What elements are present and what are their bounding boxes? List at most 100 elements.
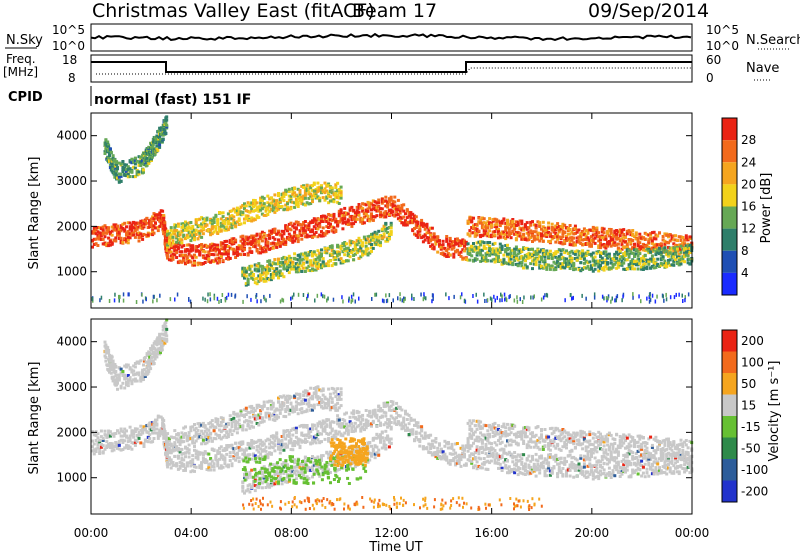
- power-echo-cell: [268, 247, 272, 251]
- power-echo-cell: [334, 195, 338, 199]
- power-echo-cell: [187, 243, 191, 247]
- power-echo-cell: [500, 221, 504, 225]
- power-echo-cell: [529, 229, 533, 233]
- velocity-echo-cell: [162, 431, 166, 435]
- power-echo-cell: [175, 245, 179, 249]
- power-echo-cell: [99, 234, 103, 238]
- power-echo-cell: [425, 236, 429, 239]
- power-echo-cell: [649, 266, 653, 270]
- power-echo-cell: [359, 239, 363, 243]
- power-echo-cell: [622, 267, 626, 271]
- power-echo-cell: [266, 206, 270, 210]
- power-echo-cell: [595, 259, 599, 263]
- power-echo-cell: [609, 231, 613, 235]
- power-echo-cell: [659, 253, 663, 257]
- power-echo-cell: [629, 259, 633, 263]
- power-echo-cell: [226, 249, 230, 253]
- power-echo-cell: [243, 202, 246, 206]
- power-echo-cell: [520, 256, 524, 260]
- power-echo-cell: [307, 222, 311, 226]
- power-echo-cell: [649, 233, 653, 237]
- power-echo-cell: [606, 232, 610, 235]
- power-echo-cell: [225, 228, 229, 232]
- velocity-echo-cell: [201, 453, 205, 457]
- power-echo-cell: [663, 246, 667, 250]
- power-echo-cell: [155, 144, 159, 148]
- velocity-echo-cell: [216, 452, 220, 456]
- power-noise-cell: [459, 295, 462, 300]
- power-echo-cell: [504, 221, 508, 225]
- power-echo-cell: [581, 267, 585, 271]
- power-echo-cell: [328, 195, 332, 199]
- power-echo-cell: [674, 246, 678, 250]
- power-echo-cell: [167, 232, 171, 236]
- power-echo-cell: [602, 268, 606, 272]
- power-echo-cell: [282, 195, 286, 199]
- power-echo-cell: [649, 259, 653, 263]
- power-echo-cell: [158, 136, 162, 140]
- power-echo-cell: [658, 249, 661, 253]
- power-echo-cell: [597, 246, 601, 249]
- power-echo-cell: [413, 214, 416, 218]
- power-echo-cell: [144, 148, 148, 152]
- power-echo-cell: [320, 217, 323, 221]
- power-echo-cell: [588, 241, 592, 245]
- power-noise-cell: [216, 296, 219, 301]
- velocity-echo-cell: [151, 440, 155, 444]
- power-echo-cell: [225, 257, 229, 261]
- power-echo-cell: [173, 245, 177, 249]
- power-echo-cell: [527, 226, 531, 230]
- power-noise-cell: [564, 298, 566, 303]
- power-echo-cell: [495, 225, 499, 229]
- power-echo-cell: [286, 207, 289, 211]
- power-echo-cell: [599, 255, 602, 259]
- velocity-echo-cell: [91, 445, 94, 449]
- power-echo-cell: [672, 252, 676, 256]
- power-noise-cell: [225, 295, 228, 300]
- power-echo-cell: [559, 225, 563, 229]
- power-echo-cell: [218, 259, 221, 262]
- power-echo-cell: [149, 220, 153, 224]
- power-echo-cell: [570, 260, 574, 264]
- power-echo-cell: [579, 231, 583, 235]
- power-echo-cell: [184, 236, 187, 240]
- power-echo-cell: [294, 270, 298, 274]
- power-noise-cell: [593, 295, 596, 300]
- power-echo-cell: [362, 221, 366, 225]
- power-echo-cell: [139, 160, 143, 164]
- power-echo-cell: [506, 235, 509, 239]
- power-echo-cell: [420, 223, 424, 227]
- power-echo-cell: [352, 222, 356, 226]
- power-echo-cell: [320, 184, 323, 188]
- power-echo-cell: [631, 263, 635, 267]
- power-echo-cell: [529, 236, 533, 239]
- power-echo-cell: [325, 262, 329, 266]
- power-echo-cell: [421, 235, 425, 239]
- velocity-echo-cell: [194, 449, 198, 453]
- power-echo-cell: [495, 227, 499, 231]
- power-echo-cell: [350, 214, 354, 218]
- velocity-echo-cell: [114, 432, 118, 435]
- power-echo-cell: [604, 250, 608, 254]
- power-echo-cell: [668, 239, 672, 243]
- power-echo-cell: [175, 240, 179, 244]
- power-echo-cell: [171, 241, 175, 245]
- colorbar-segment: [722, 228, 737, 251]
- power-echo-cell: [286, 236, 289, 239]
- power-echo-cell: [294, 234, 298, 238]
- power-echo-cell: [259, 205, 263, 209]
- power-echo-cell: [271, 274, 275, 278]
- power-echo-cell: [459, 254, 463, 258]
- power-echo-cell: [667, 249, 670, 253]
- power-echo-cell: [493, 233, 497, 237]
- power-echo-cell: [618, 262, 622, 266]
- velocity-echo-cell: [117, 431, 121, 435]
- power-echo-cell: [244, 209, 248, 213]
- power-echo-cell: [302, 221, 306, 224]
- power-echo-cell: [398, 215, 402, 219]
- power-echo-cell: [277, 229, 280, 233]
- power-echo-cell: [636, 257, 640, 261]
- power-echo-cell: [300, 195, 304, 199]
- power-echo-cell: [572, 243, 576, 247]
- power-echo-cell: [364, 252, 368, 256]
